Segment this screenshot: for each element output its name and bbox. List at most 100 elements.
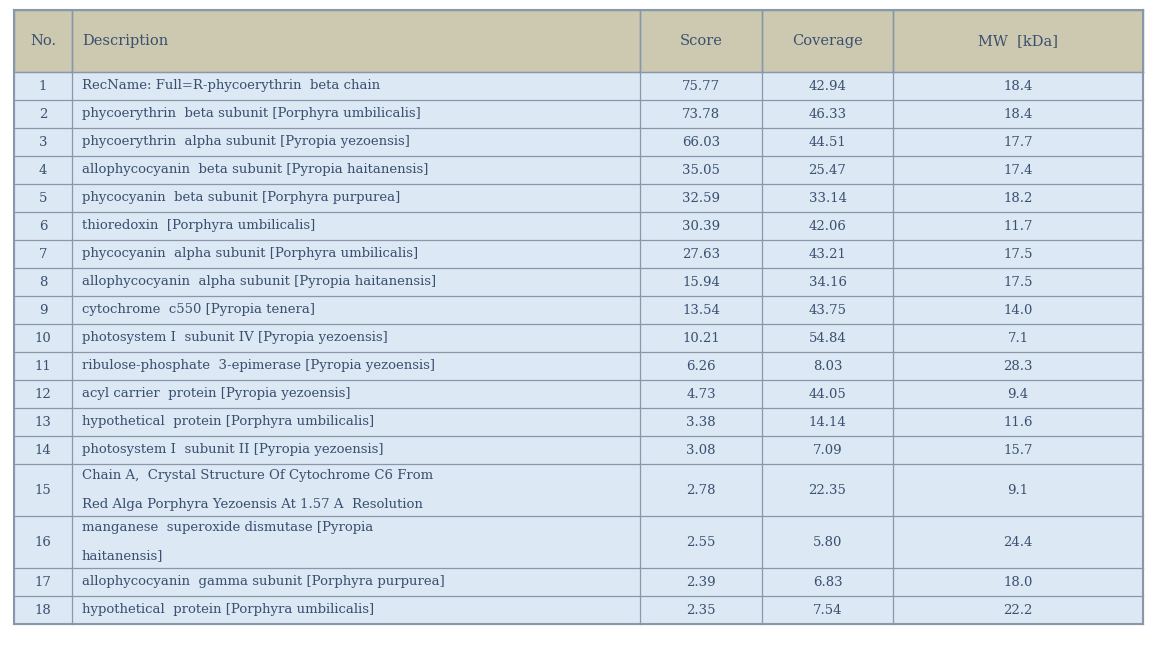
Text: 42.06: 42.06 xyxy=(809,220,847,232)
Text: phycoerythrin  alpha subunit [Pyropia yezoensis]: phycoerythrin alpha subunit [Pyropia yez… xyxy=(82,135,410,149)
Bar xyxy=(640,596,762,624)
Text: 12: 12 xyxy=(35,388,51,400)
Text: 7: 7 xyxy=(38,248,47,260)
Text: 8: 8 xyxy=(39,276,47,288)
Text: 3.08: 3.08 xyxy=(686,444,716,456)
Text: 11.6: 11.6 xyxy=(1003,416,1033,428)
Text: 46.33: 46.33 xyxy=(809,107,847,121)
Text: 2.35: 2.35 xyxy=(686,603,716,617)
Text: Description: Description xyxy=(82,34,168,48)
Bar xyxy=(893,72,1143,100)
Text: 30.39: 30.39 xyxy=(681,220,720,232)
Bar xyxy=(72,184,640,212)
Bar xyxy=(762,596,893,624)
Text: 18: 18 xyxy=(35,603,51,617)
Text: 32.59: 32.59 xyxy=(681,192,720,204)
Text: 11: 11 xyxy=(35,360,51,372)
Text: 34.16: 34.16 xyxy=(809,276,847,288)
Text: 5.80: 5.80 xyxy=(813,535,842,549)
Bar xyxy=(893,128,1143,156)
Text: 17.5: 17.5 xyxy=(1003,248,1033,260)
Text: 18.2: 18.2 xyxy=(1003,192,1033,204)
Bar xyxy=(640,212,762,240)
Bar xyxy=(72,408,640,436)
Text: 43.75: 43.75 xyxy=(809,304,847,316)
Bar xyxy=(893,10,1143,72)
Text: 18.4: 18.4 xyxy=(1003,107,1033,121)
Text: 3.38: 3.38 xyxy=(686,416,716,428)
Text: 27.63: 27.63 xyxy=(681,248,720,260)
Bar xyxy=(640,240,762,268)
Bar xyxy=(762,296,893,324)
Text: 75.77: 75.77 xyxy=(681,79,720,93)
Text: 16: 16 xyxy=(35,535,51,549)
Bar xyxy=(72,100,640,128)
Bar xyxy=(893,324,1143,352)
Text: 2: 2 xyxy=(39,107,47,121)
Bar xyxy=(14,464,72,516)
Text: 44.51: 44.51 xyxy=(809,135,847,149)
Text: No.: No. xyxy=(30,34,56,48)
Text: 6: 6 xyxy=(38,220,47,232)
Bar xyxy=(72,380,640,408)
Bar xyxy=(72,568,640,596)
Bar xyxy=(14,296,72,324)
Text: haitanensis]: haitanensis] xyxy=(82,549,163,563)
Bar xyxy=(762,568,893,596)
Bar xyxy=(640,100,762,128)
Text: 42.94: 42.94 xyxy=(809,79,847,93)
Text: 8.03: 8.03 xyxy=(812,360,842,372)
Bar xyxy=(762,436,893,464)
Bar xyxy=(72,240,640,268)
Text: 9.4: 9.4 xyxy=(1008,388,1029,400)
Text: 13: 13 xyxy=(35,416,51,428)
Bar xyxy=(640,568,762,596)
Text: thioredoxin  [Porphyra umbilicalis]: thioredoxin [Porphyra umbilicalis] xyxy=(82,220,315,232)
Text: 18.0: 18.0 xyxy=(1003,575,1033,589)
Bar xyxy=(640,408,762,436)
Bar xyxy=(893,240,1143,268)
Text: 4: 4 xyxy=(39,163,47,176)
Bar xyxy=(762,464,893,516)
Bar xyxy=(893,100,1143,128)
Bar xyxy=(893,380,1143,408)
Bar xyxy=(14,212,72,240)
Bar xyxy=(14,10,72,72)
Bar xyxy=(640,156,762,184)
Bar xyxy=(14,352,72,380)
Text: 43.21: 43.21 xyxy=(809,248,847,260)
Text: 7.09: 7.09 xyxy=(812,444,842,456)
Text: 44.05: 44.05 xyxy=(809,388,847,400)
Text: 3: 3 xyxy=(38,135,47,149)
Bar xyxy=(762,128,893,156)
Text: hypothetical  protein [Porphyra umbilicalis]: hypothetical protein [Porphyra umbilical… xyxy=(82,416,374,428)
Text: Red Alga Porphyra Yezoensis At 1.57 A  Resolution: Red Alga Porphyra Yezoensis At 1.57 A Re… xyxy=(82,498,422,511)
Text: 17.5: 17.5 xyxy=(1003,276,1033,288)
Bar xyxy=(14,184,72,212)
Text: ribulose-phosphate  3-epimerase [Pyropia yezoensis]: ribulose-phosphate 3-epimerase [Pyropia … xyxy=(82,360,435,372)
Bar xyxy=(762,408,893,436)
Text: photosystem I  subunit II [Pyropia yezoensis]: photosystem I subunit II [Pyropia yezoen… xyxy=(82,444,383,456)
Text: MW  [kDa]: MW [kDa] xyxy=(978,34,1057,48)
Bar xyxy=(14,408,72,436)
Bar xyxy=(640,324,762,352)
Bar xyxy=(893,596,1143,624)
Bar xyxy=(14,380,72,408)
Bar xyxy=(14,436,72,464)
Bar xyxy=(72,296,640,324)
Bar xyxy=(762,184,893,212)
Bar xyxy=(762,380,893,408)
Bar xyxy=(640,10,762,72)
Text: 2.78: 2.78 xyxy=(686,484,716,496)
Text: 7.54: 7.54 xyxy=(812,603,842,617)
Text: Coverage: Coverage xyxy=(793,34,863,48)
Bar xyxy=(762,212,893,240)
Text: 11.7: 11.7 xyxy=(1003,220,1033,232)
Bar xyxy=(762,156,893,184)
Bar xyxy=(640,436,762,464)
Bar xyxy=(640,268,762,296)
Text: allophycocyanin  gamma subunit [Porphyra purpurea]: allophycocyanin gamma subunit [Porphyra … xyxy=(82,575,444,589)
Bar xyxy=(893,212,1143,240)
Bar xyxy=(893,352,1143,380)
Text: 35.05: 35.05 xyxy=(683,163,720,176)
